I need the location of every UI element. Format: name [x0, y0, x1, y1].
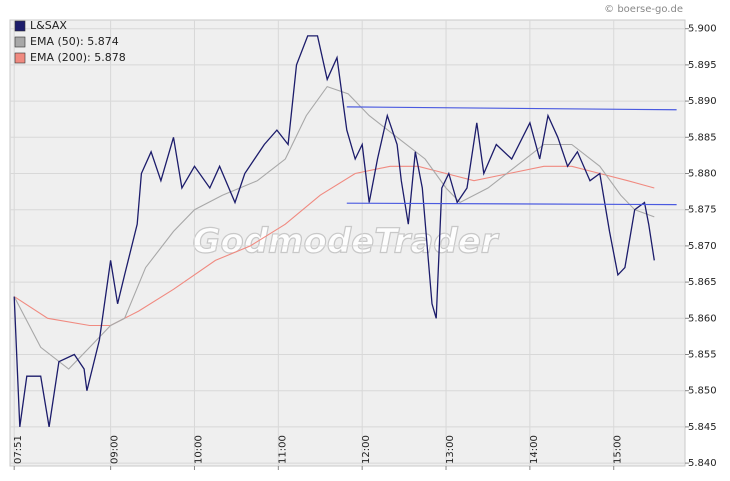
source: © boerse-go.de	[604, 4, 683, 15]
x-tick-label: 10:00	[193, 435, 204, 464]
x-tick-label: 07:51	[13, 435, 24, 464]
y-tick-label: 5.885	[688, 132, 717, 143]
y-tick-label: 5.870	[688, 241, 717, 252]
y-tick-label: 5.900	[688, 24, 717, 35]
x-tick-label: 12:00	[361, 435, 372, 464]
legend-label: EMA (200): 5.878	[30, 51, 126, 64]
series-line	[13, 85, 655, 370]
legend-swatch	[14, 36, 26, 48]
y-tick-label: 5.890	[688, 96, 717, 107]
legend-label: EMA (50): 5.874	[30, 35, 119, 48]
x-tick-label: 13:00	[445, 435, 456, 464]
legend-label: L&SAX	[30, 19, 67, 32]
trend-line	[346, 106, 677, 111]
y-tick-label: 5.860	[688, 313, 717, 324]
y-tick-label: 5.875	[688, 205, 717, 216]
y-tick-label: 5.855	[688, 350, 717, 361]
trend-line	[346, 202, 677, 206]
y-tick-label: 5.880	[688, 168, 717, 179]
x-tick-label: 14:00	[529, 435, 540, 464]
y-tick-label: 5.840	[688, 458, 717, 469]
x-tick-label: 11:00	[277, 435, 288, 464]
x-tick-label: 15:00	[613, 435, 624, 464]
legend-swatch	[14, 52, 26, 64]
series-line	[13, 35, 655, 428]
y-tick-label: 5.850	[688, 386, 717, 397]
watermark: GodmodeTrader	[192, 222, 499, 262]
y-tick-label: 5.895	[688, 60, 717, 71]
x-tick-label: 09:00	[110, 435, 121, 464]
y-tick-label: 5.865	[688, 277, 717, 288]
legend-swatch	[14, 20, 26, 32]
plot-area	[9, 19, 686, 467]
y-tick-label: 5.845	[688, 422, 717, 433]
